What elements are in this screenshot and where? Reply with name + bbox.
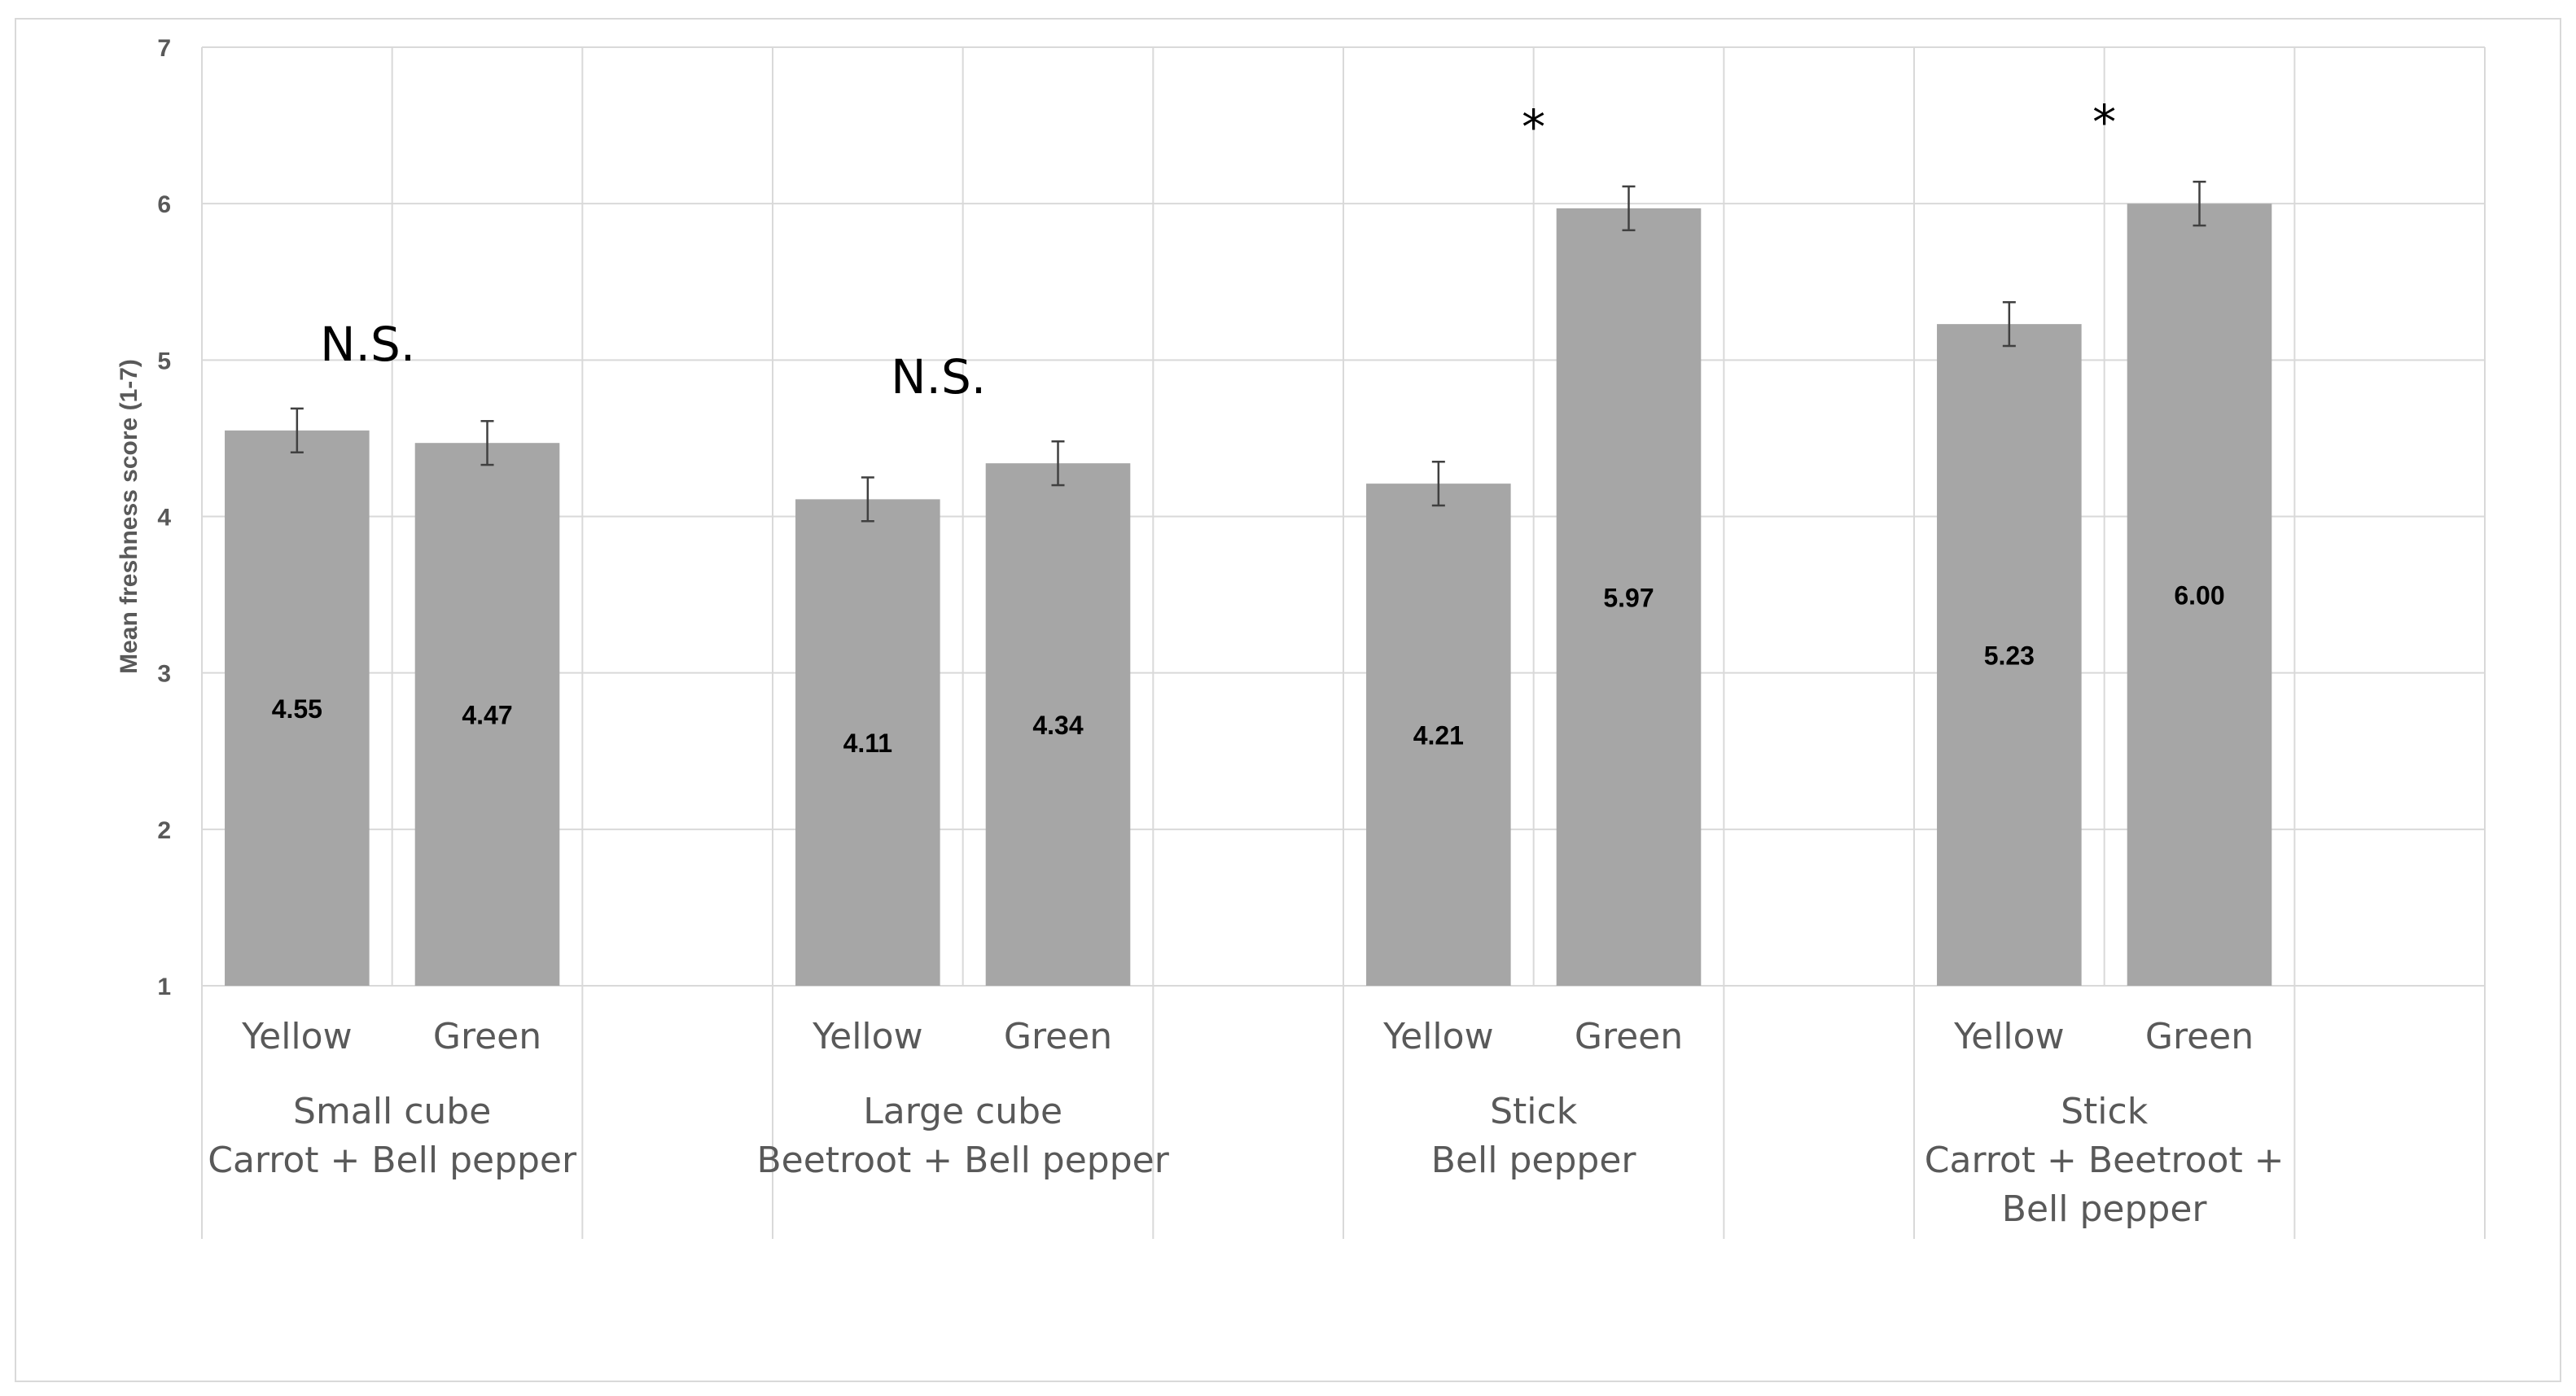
group-label: Bell pepper bbox=[2002, 1188, 2208, 1230]
data-label: 4.34 bbox=[1032, 711, 1083, 740]
group-label: Carrot + Beetroot + bbox=[1925, 1140, 2285, 1181]
group-label: Carrot + Bell pepper bbox=[208, 1140, 577, 1181]
y-tick-label: 4 bbox=[157, 505, 171, 532]
bar bbox=[2127, 203, 2272, 986]
bar bbox=[414, 443, 560, 986]
group-label: Stick bbox=[2061, 1091, 2149, 1132]
group-label: Beetroot + Bell pepper bbox=[756, 1140, 1169, 1181]
category-label: Yellow bbox=[812, 1016, 922, 1057]
category-label: Yellow bbox=[1382, 1016, 1493, 1057]
significance-label: N.S. bbox=[320, 317, 415, 372]
data-label: 6.00 bbox=[2174, 581, 2224, 610]
bar bbox=[1937, 324, 2082, 986]
data-label: 5.97 bbox=[1603, 583, 1654, 612]
group-label: Large cube bbox=[863, 1091, 1062, 1132]
bar bbox=[985, 463, 1131, 986]
data-label: 4.47 bbox=[462, 701, 512, 730]
y-tick-label: 6 bbox=[157, 191, 171, 218]
data-label: 4.21 bbox=[1413, 721, 1464, 751]
group-label: Stick bbox=[1490, 1091, 1578, 1132]
category-label: Green bbox=[2145, 1016, 2254, 1057]
data-label: 4.55 bbox=[272, 694, 322, 724]
category-label: Green bbox=[1575, 1016, 1683, 1057]
bar bbox=[225, 430, 370, 986]
category-label: Yellow bbox=[241, 1016, 352, 1057]
significance-label: N.S. bbox=[891, 349, 986, 405]
y-tick-label: 2 bbox=[157, 817, 171, 844]
bar bbox=[1366, 484, 1511, 986]
group-label: Bell pepper bbox=[1431, 1140, 1637, 1181]
category-label: Green bbox=[433, 1016, 541, 1057]
significance-label: * bbox=[1522, 99, 1545, 155]
data-label: 4.11 bbox=[843, 729, 893, 758]
group-label: Small cube bbox=[293, 1091, 491, 1132]
y-tick-label: 5 bbox=[157, 348, 171, 374]
y-tick-label: 7 bbox=[157, 35, 171, 62]
y-tick-label: 1 bbox=[157, 974, 171, 1000]
bar bbox=[1556, 208, 1702, 987]
y-axis-label: Mean freshness score (1-7) bbox=[116, 359, 142, 674]
y-tick-label: 3 bbox=[157, 661, 171, 688]
significance-label: * bbox=[2092, 94, 2116, 150]
bar bbox=[795, 499, 940, 986]
category-label: Yellow bbox=[1953, 1016, 2064, 1057]
data-label: 5.23 bbox=[1984, 641, 2035, 671]
category-label: Green bbox=[1004, 1016, 1112, 1057]
